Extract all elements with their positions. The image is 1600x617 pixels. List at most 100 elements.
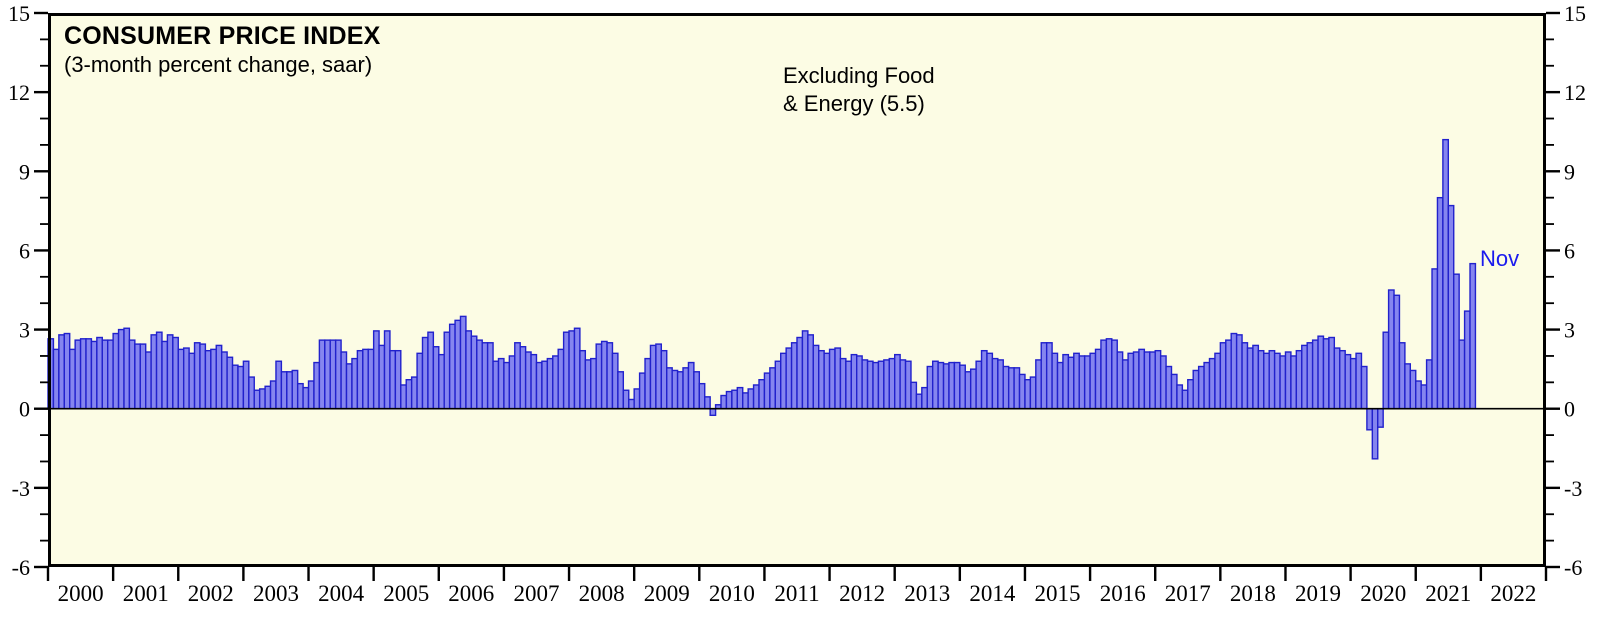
x-tick-label-2007: 2007 — [514, 581, 560, 606]
y-tick-label-right: -3 — [1564, 476, 1582, 501]
bar-2017-08 — [1192, 369, 1200, 410]
bar-2015-11 — [1078, 355, 1086, 410]
x-axis: 2000 2001 2002 2003 2004 2005 2006 2007 2008 2009… — [46, 567, 1548, 606]
bar-2011-11 — [818, 349, 825, 410]
bar-2004-07 — [340, 351, 348, 410]
bar-2000-04 — [63, 332, 71, 410]
bar-2007-09 — [546, 357, 554, 410]
bar-2006-06 — [465, 330, 473, 410]
bar-2007-05 — [524, 351, 532, 410]
bar-2002-09 — [220, 351, 228, 410]
bar-2018-07 — [1252, 344, 1260, 410]
bar-2014-12 — [1018, 373, 1026, 410]
y-tick-label-left: -6 — [12, 555, 30, 580]
bar-2021-03 — [1425, 359, 1433, 410]
bar-2005-04 — [389, 349, 397, 410]
bar-2010-07 — [731, 389, 738, 410]
bar-2000-08 — [85, 338, 93, 410]
bar-2010-06 — [725, 390, 733, 410]
bar-2008-04 — [584, 359, 592, 410]
x-tick-label-2001: 2001 — [123, 581, 169, 606]
bar-2002-04 — [193, 342, 201, 410]
bar-2006-07 — [470, 335, 478, 410]
bar-2016-08 — [1127, 352, 1135, 410]
bar-2002-06 — [204, 349, 212, 410]
bar-2021-06 — [1442, 138, 1450, 410]
bar-2002-01 — [177, 348, 185, 410]
bar-2006-02 — [443, 331, 451, 410]
bar-2009-12 — [693, 371, 701, 410]
bar-2005-02 — [378, 344, 386, 410]
bar-2006-04 — [454, 319, 462, 410]
bar-2021-04 — [1431, 268, 1439, 410]
bar-2006-05 — [459, 315, 467, 410]
bar-2001-04 — [128, 339, 136, 410]
y-tick-label-right: 15 — [1564, 1, 1586, 26]
bar-2002-12 — [237, 365, 245, 410]
x-tick-label-2002: 2002 — [188, 581, 234, 606]
bar-2016-12 — [1149, 351, 1156, 410]
bar-2020-07 — [1382, 331, 1390, 410]
chart-title: CONSUMER PRICE INDEX — [64, 22, 381, 50]
bar-2020-11 — [1404, 363, 1412, 410]
bar-2005-11 — [427, 331, 435, 410]
bar-2003-12 — [302, 386, 310, 410]
bar-2011-02 — [769, 367, 776, 410]
bar-2013-05 — [915, 393, 923, 410]
bar-2015-10 — [1073, 352, 1080, 410]
bar-2011-04 — [780, 352, 787, 410]
bar-2017-05 — [1176, 384, 1184, 410]
bar-2013-09 — [937, 361, 945, 410]
bar-2015-02 — [1029, 376, 1037, 410]
bar-2016-02 — [1094, 348, 1102, 410]
y-tick-label-right: -6 — [1564, 555, 1582, 580]
bar-2012-10 — [877, 360, 885, 410]
y-tick-label-left: 12 — [8, 80, 30, 105]
bar-2013-12 — [953, 361, 961, 410]
bar-2004-03 — [318, 339, 326, 410]
bar-2004-05 — [329, 339, 337, 410]
bar-2015-01 — [1024, 379, 1032, 410]
bar-2010-08 — [736, 386, 744, 410]
bar-2016-07 — [1121, 359, 1129, 410]
bar-2001-05 — [134, 343, 141, 410]
bar-2019-03 — [1295, 349, 1303, 410]
bar-2020-01 — [1349, 357, 1357, 410]
bar-2017-12 — [1214, 352, 1222, 410]
bar-2020-05 — [1371, 408, 1379, 460]
bar-2015-03 — [1035, 359, 1042, 410]
bar-2003-03 — [253, 389, 261, 410]
bar-2018-03 — [1230, 332, 1238, 410]
chart-subtitle: (3-month percent change, saar) — [64, 52, 373, 77]
bar-2011-10 — [812, 344, 820, 410]
bar-2016-05 — [1111, 339, 1118, 410]
bar-2007-11 — [557, 348, 565, 410]
bar-2001-10 — [161, 340, 169, 410]
bar-2021-05 — [1436, 196, 1444, 410]
y-tick-label-left: 15 — [8, 1, 30, 26]
bar-2018-02 — [1225, 339, 1232, 410]
bar-2009-06 — [660, 349, 668, 410]
bar-2019-01 — [1284, 351, 1292, 410]
bar-2001-06 — [139, 343, 147, 410]
bar-2009-02 — [638, 372, 646, 410]
bar-2004-08 — [345, 363, 353, 410]
bar-2016-10 — [1138, 348, 1146, 410]
bar-2018-01 — [1219, 342, 1227, 410]
bar-2011-12 — [823, 352, 831, 410]
x-tick-label-2021: 2021 — [1425, 581, 1471, 606]
bar-2014-05 — [980, 349, 988, 410]
bar-2018-11 — [1273, 352, 1281, 410]
bar-2019-10 — [1333, 347, 1341, 410]
bar-2006-10 — [486, 342, 494, 410]
y-tick-label-right: 6 — [1564, 238, 1575, 263]
x-tick-label-2010: 2010 — [709, 581, 755, 606]
bar-2009-10 — [682, 367, 690, 410]
bar-2021-01 — [1415, 380, 1422, 410]
bar-2005-08 — [410, 376, 418, 410]
bar-2018-05 — [1241, 342, 1249, 410]
bar-2006-08 — [476, 339, 483, 410]
bar-2003-11 — [296, 382, 304, 410]
bar-2019-02 — [1290, 355, 1298, 410]
